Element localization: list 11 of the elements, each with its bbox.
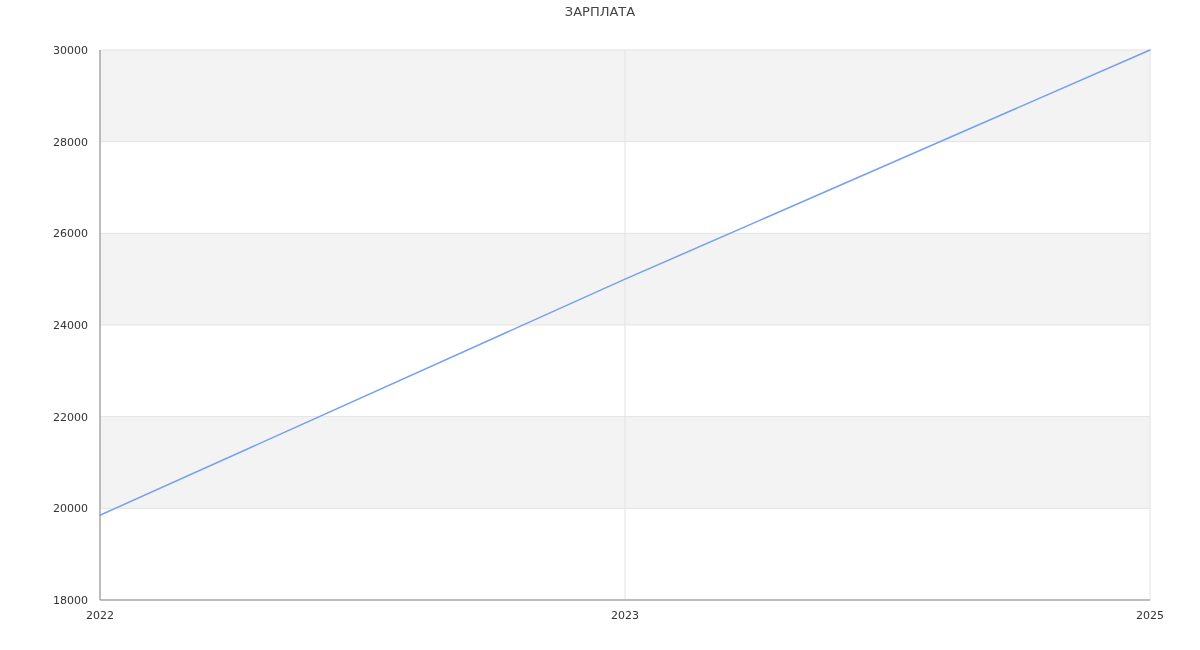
y-tick-label: 28000 bbox=[53, 135, 88, 149]
x-tick-label: 2023 bbox=[611, 609, 639, 622]
y-tick-label: 30000 bbox=[53, 43, 88, 57]
chart-title: ЗАРПЛАТА bbox=[564, 4, 636, 19]
y-tick-label: 18000 bbox=[53, 593, 88, 607]
y-tick-label: 20000 bbox=[53, 502, 88, 516]
y-tick-label: 22000 bbox=[53, 410, 88, 424]
x-tick-label: 2022 bbox=[86, 609, 114, 622]
y-tick-label: 26000 bbox=[53, 227, 88, 241]
x-tick-label: 2025 bbox=[1136, 609, 1164, 622]
y-tick-label: 24000 bbox=[53, 318, 88, 332]
